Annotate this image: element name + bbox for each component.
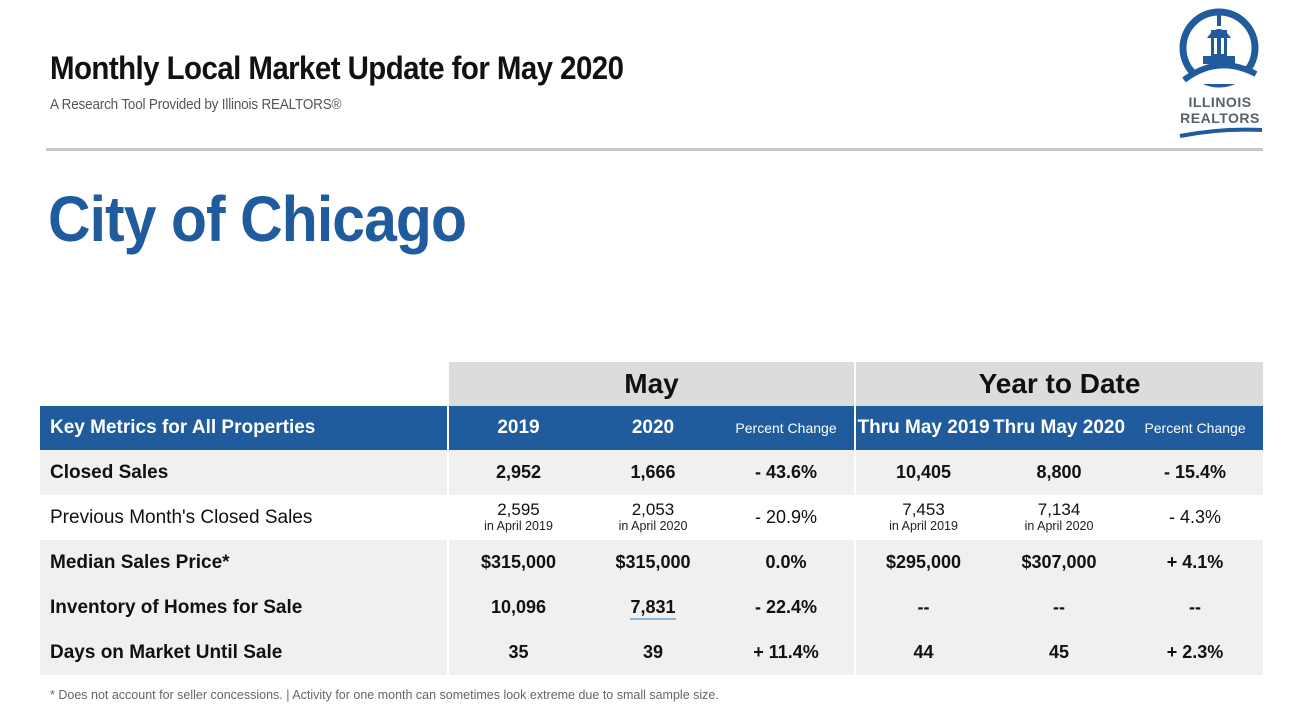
cell-may-2019: $315,000 bbox=[447, 540, 588, 585]
table-row: Previous Month's Closed Sales 2,595 in A… bbox=[40, 495, 1264, 540]
cell-may-2019: 10,096 bbox=[447, 585, 588, 630]
illinois-realtors-logo: ILLINOIS REALTORS bbox=[1170, 8, 1270, 140]
cell-may-2020: 39 bbox=[588, 630, 718, 675]
cell-ytd-2020: 8,800 bbox=[991, 450, 1128, 495]
table-row: Days on Market Until Sale 35 39 + 11.4% … bbox=[40, 630, 1264, 675]
cell-may-percent-change: - 22.4% bbox=[718, 585, 856, 630]
cell-ytd-2020: 45 bbox=[991, 630, 1128, 675]
cell-ytd-2020: -- bbox=[991, 585, 1128, 630]
cell-value: 2,053 bbox=[631, 500, 675, 519]
group-header-ytd: Year to Date bbox=[854, 362, 1264, 406]
city-title: City of Chicago bbox=[48, 183, 467, 255]
cell-note: in April 2020 bbox=[618, 519, 688, 533]
cell-may-2019: 2,952 bbox=[447, 450, 588, 495]
cell-may-percent-change: - 43.6% bbox=[718, 450, 856, 495]
cell-may-2019: 35 bbox=[447, 630, 588, 675]
capitol-dome-icon bbox=[1179, 8, 1259, 88]
header-divider bbox=[46, 148, 1263, 151]
cell-value: 2,595 bbox=[497, 500, 540, 519]
cell-ytd-percent-change: + 2.3% bbox=[1127, 630, 1264, 675]
cell-ytd-2020: 7,134 in April 2020 bbox=[991, 495, 1128, 540]
key-metrics-table: May Year to Date Key Metrics for All Pro… bbox=[40, 362, 1264, 675]
cell-ytd-percent-change: - 4.3% bbox=[1127, 495, 1264, 540]
logo-swoosh-icon bbox=[1179, 127, 1263, 138]
cell-ytd-percent-change: - 15.4% bbox=[1127, 450, 1264, 495]
group-header-row: May Year to Date bbox=[40, 362, 1264, 406]
table-row: Median Sales Price* $315,000 $315,000 0.… bbox=[40, 540, 1264, 585]
cell-ytd-2019: 7,453 in April 2019 bbox=[854, 495, 992, 540]
cell-value: 7,453 bbox=[902, 500, 945, 519]
column-header-2019: 2019 bbox=[447, 406, 588, 450]
cell-note: in April 2020 bbox=[1024, 519, 1094, 533]
row-label: Days on Market Until Sale bbox=[40, 630, 448, 675]
table-row: Inventory of Homes for Sale 10,096 7,831… bbox=[40, 585, 1264, 630]
logo-line-2: REALTORS bbox=[1180, 110, 1260, 126]
row-label: Previous Month's Closed Sales bbox=[40, 495, 448, 540]
cell-ytd-2019: 10,405 bbox=[854, 450, 992, 495]
cell-ytd-2019: -- bbox=[854, 585, 992, 630]
cell-ytd-2019: 44 bbox=[854, 630, 992, 675]
column-header-percent-change-may: Percent Change bbox=[718, 406, 856, 450]
report-subtitle: A Research Tool Provided by Illinois REA… bbox=[50, 96, 342, 113]
row-label: Median Sales Price* bbox=[40, 540, 448, 585]
group-header-blank bbox=[40, 362, 448, 406]
group-header-may: May bbox=[446, 362, 856, 406]
cell-may-percent-change: - 20.9% bbox=[718, 495, 856, 540]
column-header-2020: 2020 bbox=[588, 406, 718, 450]
cell-value: 7,134 bbox=[1037, 500, 1081, 519]
column-header-thru-may-2019: Thru May 2019 bbox=[854, 406, 992, 450]
cell-ytd-percent-change: + 4.1% bbox=[1127, 540, 1264, 585]
logo-line-1: ILLINOIS bbox=[1188, 94, 1252, 110]
cell-note: in April 2019 bbox=[484, 519, 553, 533]
cell-may-2020: 1,666 bbox=[588, 450, 718, 495]
cell-ytd-2019: $295,000 bbox=[854, 540, 992, 585]
cell-may-2019: 2,595 in April 2019 bbox=[447, 495, 588, 540]
row-label: Inventory of Homes for Sale bbox=[40, 585, 448, 630]
cell-ytd-2020: $307,000 bbox=[991, 540, 1128, 585]
column-header-percent-change-ytd: Percent Change bbox=[1127, 406, 1264, 450]
row-label: Closed Sales bbox=[40, 450, 448, 495]
cell-may-percent-change: 0.0% bbox=[718, 540, 856, 585]
cell-may-2020: $315,000 bbox=[588, 540, 718, 585]
cell-value-link[interactable]: 7,831 bbox=[630, 597, 676, 620]
cell-note: in April 2019 bbox=[889, 519, 958, 533]
cell-ytd-percent-change: -- bbox=[1127, 585, 1264, 630]
cell-may-2020: 2,053 in April 2020 bbox=[588, 495, 718, 540]
report-title: Monthly Local Market Update for May 2020 bbox=[50, 50, 624, 86]
column-header-metric: Key Metrics for All Properties bbox=[40, 406, 448, 450]
cell-may-2020: 7,831 bbox=[588, 585, 718, 630]
table-row: Closed Sales 2,952 1,666 - 43.6% 10,405 … bbox=[40, 450, 1264, 495]
footnote: * Does not account for seller concession… bbox=[50, 688, 719, 702]
cell-may-percent-change: + 11.4% bbox=[718, 630, 856, 675]
column-header-row: Key Metrics for All Properties 2019 2020… bbox=[40, 406, 1264, 450]
column-header-thru-may-2020: Thru May 2020 bbox=[991, 406, 1128, 450]
